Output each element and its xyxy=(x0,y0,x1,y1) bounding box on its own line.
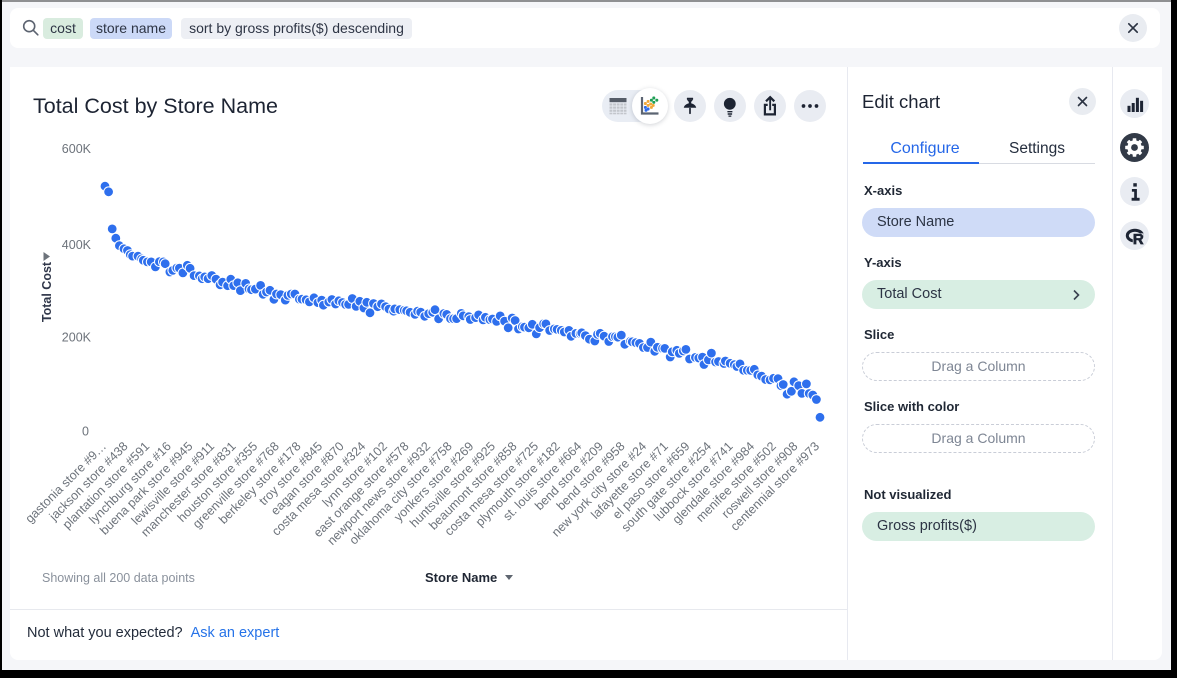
svg-text:Total Cost: Total Cost xyxy=(40,261,54,322)
svg-text:200K: 200K xyxy=(62,331,92,345)
svg-text:600K: 600K xyxy=(62,142,92,156)
svg-text:400K: 400K xyxy=(62,238,92,252)
svg-text:0: 0 xyxy=(82,425,89,439)
